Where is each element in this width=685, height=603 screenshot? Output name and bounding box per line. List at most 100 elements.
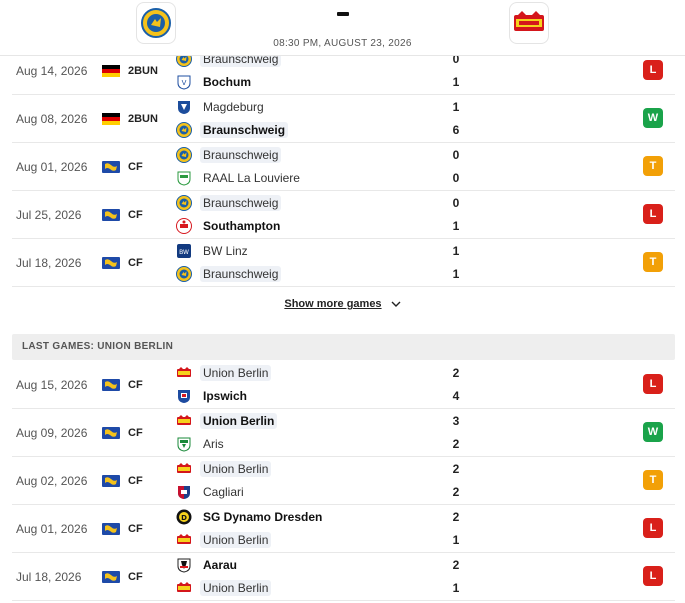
home-score: 2 xyxy=(452,366,460,380)
competition-code: CF xyxy=(128,475,143,487)
away-score: 4 xyxy=(452,389,460,403)
team-away[interactable]: RAAL La Louviere xyxy=(176,170,303,186)
home-team-logo[interactable] xyxy=(136,2,176,44)
team-name: Cagliari xyxy=(203,485,244,499)
home-score: 2 xyxy=(452,510,460,524)
team-name: Union Berlin xyxy=(200,413,278,429)
team-name: Magdeburg xyxy=(203,100,264,114)
team-away[interactable]: Ipswich xyxy=(176,388,250,404)
home-score: 1 xyxy=(452,244,460,258)
team-home[interactable]: D SG Dynamo Dresden xyxy=(176,509,325,525)
cagliari-crest-icon xyxy=(178,486,190,499)
aris-crest-icon xyxy=(177,437,191,452)
team-name: Aris xyxy=(203,437,224,451)
team-home[interactable]: Braunschweig xyxy=(176,195,282,211)
team-home[interactable]: Union Berlin xyxy=(176,365,272,381)
match-date: Aug 08, 2026 xyxy=(16,112,88,126)
match-row[interactable]: Aug 02, 2026 CF Union Berlin Cagliari 2 … xyxy=(12,457,675,505)
team-away[interactable]: Aris xyxy=(176,436,227,452)
svg-text:BW: BW xyxy=(179,249,189,256)
team-away[interactable]: Union Berlin xyxy=(176,532,272,548)
match-row[interactable]: Jul 18, 2026 CF Aarau Union Berlin 2 1 L xyxy=(12,553,675,601)
match-row[interactable]: Aug 09, 2026 CF Union Berlin Aris 3 2 W xyxy=(12,409,675,457)
result-badge: T xyxy=(643,252,663,272)
match-row[interactable]: Jul 18, 2026 CF BW BW Linz Braunschweig … xyxy=(12,239,675,287)
magdeburg-crest-icon xyxy=(178,101,190,114)
team-name: Bochum xyxy=(203,75,251,89)
world-competition-icon xyxy=(102,571,120,583)
competition-code: CF xyxy=(128,379,143,391)
svg-text:V: V xyxy=(182,79,187,87)
match-row[interactable]: Aug 15, 2026 CF Union Berlin Ipswich 2 4… xyxy=(12,361,675,409)
team-away[interactable]: Cagliari xyxy=(176,484,247,500)
team-away[interactable]: Braunschweig xyxy=(176,266,282,282)
world-competition-icon xyxy=(102,161,120,173)
match-date: Aug 09, 2026 xyxy=(16,426,88,440)
team-home[interactable]: Braunschweig xyxy=(176,147,282,163)
competition-code: CF xyxy=(128,209,143,221)
show-more-games-link[interactable]: Show more games xyxy=(0,298,685,310)
competition-code: CF xyxy=(128,427,143,439)
competition-code: 2BUN xyxy=(128,65,158,77)
team-name: Southampton xyxy=(203,219,281,233)
team-name: RAAL La Louviere xyxy=(203,171,300,185)
match-row[interactable]: Aug 01, 2026 CF Braunschweig RAAL La Lou… xyxy=(12,143,675,191)
team-away[interactable]: Braunschweig xyxy=(176,122,289,138)
germany-flag-icon xyxy=(102,113,120,125)
result-badge: L xyxy=(643,60,663,80)
team-away[interactable]: V Bochum xyxy=(176,74,254,90)
team-name: BW Linz xyxy=(203,244,248,258)
away-team-logo[interactable] xyxy=(509,2,549,44)
away-score: 2 xyxy=(452,485,460,499)
result-badge: T xyxy=(643,156,663,176)
competition-code: CF xyxy=(128,161,143,173)
match-date: Aug 02, 2026 xyxy=(16,474,88,488)
competition-code: CF xyxy=(128,523,143,535)
show-more-label: Show more games xyxy=(284,298,382,310)
match-row[interactable]: Aug 08, 2026 2BUN Magdeburg Braunschweig… xyxy=(12,95,675,143)
team-home[interactable]: Union Berlin xyxy=(176,461,272,477)
world-competition-icon xyxy=(102,523,120,535)
away-score: 6 xyxy=(452,123,460,137)
team-home[interactable]: Aarau xyxy=(176,557,240,573)
union-berlin-crest-icon xyxy=(177,582,191,592)
team-name: Aarau xyxy=(203,558,238,572)
match-date: Jul 18, 2026 xyxy=(16,256,82,270)
ipswich-crest-icon xyxy=(178,390,190,403)
competition-code: CF xyxy=(128,571,143,583)
world-competition-icon xyxy=(102,209,120,221)
away-score: 1 xyxy=(452,581,460,595)
match-date: Aug 14, 2026 xyxy=(16,64,88,78)
team-away[interactable]: Southampton xyxy=(176,218,283,234)
team-home[interactable]: Union Berlin xyxy=(176,413,278,429)
result-badge: L xyxy=(643,518,663,538)
union-berlin-crest-icon xyxy=(514,11,544,31)
team-name: Braunschweig xyxy=(200,195,282,211)
match-row[interactable]: Jul 25, 2026 CF Braunschweig Southampton… xyxy=(12,191,675,239)
braunschweig-crest-icon xyxy=(176,122,192,138)
result-badge: W xyxy=(643,422,663,442)
braunschweig-crest-icon xyxy=(141,8,171,38)
section-header-union-berlin: LAST GAMES: UNION BERLIN xyxy=(12,334,675,360)
match-date: Aug 15, 2026 xyxy=(16,378,88,392)
chevron-down-icon xyxy=(391,301,401,308)
away-score: 0 xyxy=(452,171,460,185)
team-name: Ipswich xyxy=(203,389,248,403)
team-home[interactable]: Magdeburg xyxy=(176,99,267,115)
team-name: Union Berlin xyxy=(200,461,272,477)
match-row[interactable]: Aug 01, 2026 CF D SG Dynamo Dresden Unio… xyxy=(12,505,675,553)
team-name: Braunschweig xyxy=(200,147,282,163)
home-score: 0 xyxy=(452,148,460,162)
away-score: 2 xyxy=(452,437,460,451)
result-badge: T xyxy=(643,470,663,490)
away-score: 1 xyxy=(452,75,460,89)
team-home[interactable]: BW BW Linz xyxy=(176,243,251,259)
match-header: 08:30 PM, AUGUST 23, 2026 xyxy=(0,0,685,56)
result-badge: L xyxy=(643,204,663,224)
team-name: Union Berlin xyxy=(200,365,272,381)
team-away[interactable]: Union Berlin xyxy=(176,580,272,596)
sg-dynamo-dresden-crest-icon: D xyxy=(176,509,192,525)
union-berlin-crest-icon xyxy=(177,463,191,473)
bochum-crest-icon: V xyxy=(177,75,191,90)
braunschweig-crest-icon xyxy=(176,195,192,211)
